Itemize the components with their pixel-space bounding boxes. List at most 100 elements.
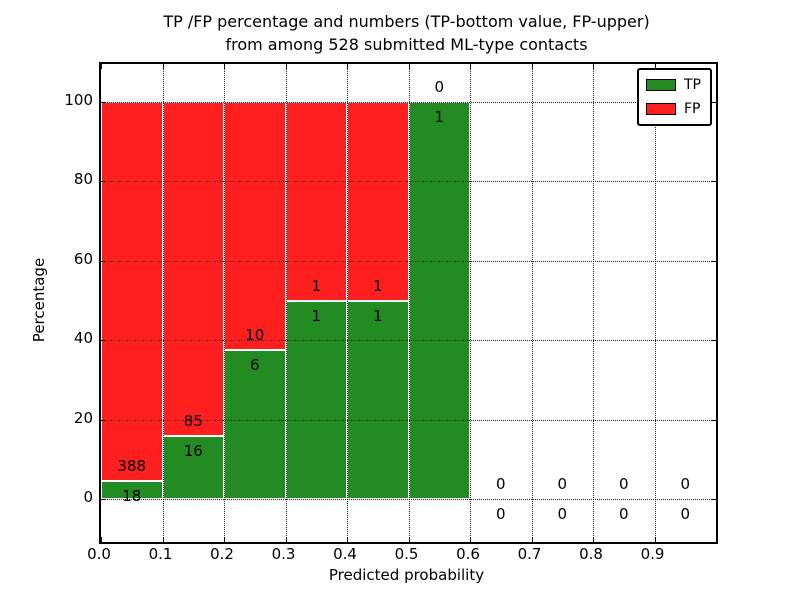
bar-segment-tp: [101, 481, 163, 499]
y-tick-label: 60: [73, 249, 93, 268]
fp-count-label: 85: [183, 412, 203, 431]
x-tick-label: 0.8: [579, 545, 603, 563]
x-tick-label: 0.9: [640, 545, 665, 563]
fp-count-label: 388: [117, 457, 147, 476]
chart-title: TP /FP percentage and numbers (TP-bottom…: [99, 10, 714, 56]
tp-count-label: 6: [249, 356, 260, 375]
tp-count-label: 0: [618, 505, 629, 523]
bar-segment-tp: [347, 300, 409, 499]
tp-count-label: 1: [372, 306, 383, 325]
x-tick-mark: [654, 64, 656, 69]
y-tick-label: 40: [73, 329, 93, 348]
fp-count-label: 0: [434, 78, 445, 96]
y-tick-mark: [101, 499, 106, 500]
x-tick-mark: [408, 64, 410, 69]
fp-count-label: 0: [618, 475, 629, 493]
x-tick-label: 0.5: [394, 545, 419, 563]
x-tick-mark: [347, 537, 348, 542]
y-tick-mark: [101, 181, 106, 183]
bar-segment-fp: [347, 102, 409, 301]
tp-count-label: 0: [557, 505, 568, 523]
legend-entry-fp: FP: [646, 101, 701, 117]
x-tick-mark: [162, 64, 164, 69]
bar-segment-tp: [224, 350, 286, 499]
bar-segment-fp: [285, 102, 347, 301]
y-tick-label: 80: [73, 170, 93, 189]
fp-count-label: 10: [245, 326, 265, 345]
horizontal-gridline: [101, 102, 716, 103]
legend-label-tp: TP: [684, 77, 701, 93]
x-tick-mark: [285, 64, 287, 69]
y-tick-label: 20: [73, 408, 93, 427]
y-tick-mark: [711, 340, 716, 342]
fp-count-label: 1: [311, 276, 322, 295]
chart-title-line1: TP /FP percentage and numbers (TP-bottom…: [163, 12, 650, 31]
chart-title-line2: from among 528 submitted ML-type contact…: [225, 35, 588, 54]
y-tick-mark: [101, 260, 106, 262]
tp-color-swatch: [646, 79, 676, 91]
vertical-gridline: [470, 64, 471, 542]
y-tick-mark: [711, 419, 716, 421]
tp-count-label: 0: [495, 505, 506, 523]
legend-entry-tp: TP: [646, 77, 701, 93]
y-tick-label: 0: [83, 488, 93, 506]
x-tick-mark: [470, 64, 471, 69]
bar-segment-tp: [162, 436, 224, 499]
fp-count-label: 1: [372, 276, 383, 295]
horizontal-gridline: [101, 260, 716, 262]
x-tick-label: 0.4: [333, 545, 357, 563]
x-tick-mark: [162, 537, 164, 542]
horizontal-gridline: [101, 499, 716, 500]
y-tick-mark: [101, 419, 106, 421]
bar-segment-tp: [285, 300, 347, 499]
vertical-gridline: [347, 64, 348, 542]
x-tick-label: 0.2: [210, 545, 234, 563]
x-tick-mark: [224, 64, 225, 69]
bar-segment-fp: [224, 102, 286, 351]
x-tick-mark: [101, 64, 102, 69]
legend: TP FP: [637, 68, 712, 126]
x-tick-label: 0.0: [87, 545, 111, 563]
fp-count-label: 0: [680, 475, 691, 493]
x-tick-mark: [285, 537, 287, 542]
x-tick-label: 0.6: [456, 545, 480, 563]
tp-count-label: 1: [311, 306, 322, 325]
fp-count-label: 0: [495, 475, 506, 493]
x-axis-label: Predicted probability: [328, 566, 485, 584]
x-tick-mark: [101, 537, 102, 542]
y-tick-mark: [711, 181, 716, 183]
vertical-gridline: [593, 64, 594, 542]
tp-count-label: 18: [122, 487, 142, 506]
vertical-gridline: [654, 64, 656, 542]
plot-area: 388 18 85 16 10 6 1 1 1 1 0 1 0 0 0 0 0 0 0 0 TP FP: [99, 62, 718, 544]
tp-count-label: 16: [183, 442, 203, 461]
x-tick-label: 0.3: [271, 545, 296, 563]
vertical-gridline: [285, 64, 287, 542]
plot-canvas: 388 18 85 16 10 6 1 1 1 1 0 1 0 0 0 0 0 0 0 0: [101, 64, 716, 542]
y-tick-mark: [711, 260, 716, 262]
horizontal-gridline: [101, 419, 716, 421]
vertical-gridline: [531, 64, 533, 542]
x-tick-mark: [347, 64, 348, 69]
vertical-gridline: [408, 64, 410, 542]
bar-segment-fp: [162, 102, 224, 437]
x-tick-mark: [408, 537, 410, 542]
tp-count-label: 0: [680, 505, 691, 523]
x-tick-mark: [470, 537, 471, 542]
fp-count-label: 0: [557, 475, 568, 493]
horizontal-gridline: [101, 181, 716, 183]
x-tick-mark: [531, 64, 533, 69]
x-tick-mark: [654, 537, 656, 542]
y-tick-mark: [711, 102, 716, 103]
x-tick-label: 0.7: [517, 545, 542, 563]
horizontal-gridline: [101, 340, 716, 342]
tp-count-label: 1: [434, 108, 445, 126]
y-tick-label: 100: [64, 91, 93, 109]
fp-color-swatch: [646, 103, 676, 115]
x-tick-mark: [593, 537, 594, 542]
y-tick-mark: [711, 499, 716, 500]
x-tick-label: 0.1: [148, 545, 173, 563]
bar-segment-tp: [408, 102, 470, 499]
x-tick-mark: [531, 537, 533, 542]
